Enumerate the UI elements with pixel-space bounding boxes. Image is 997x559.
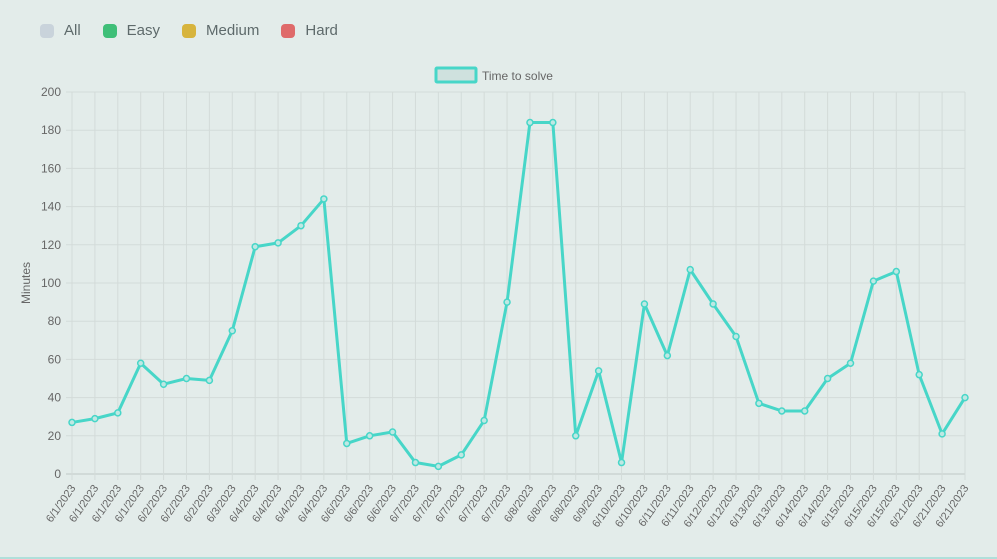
y-tick-label: 40: [48, 391, 62, 405]
data-point: [68, 418, 76, 427]
legend-label: Time to solve: [482, 69, 553, 83]
data-point: [503, 298, 511, 306]
data-point: [686, 265, 694, 274]
y-tick-label: 180: [41, 123, 61, 137]
data-point: [159, 380, 168, 388]
x-axis-ticks: 6/1/20236/1/20236/1/20236/1/20236/2/2023…: [44, 483, 971, 530]
filter-all-swatch: [40, 23, 54, 38]
y-tick-label: 160: [41, 161, 61, 175]
legend-swatch: [434, 66, 478, 84]
filter-hard-swatch: [281, 23, 296, 38]
data-point: [297, 221, 305, 230]
data-point: [892, 267, 901, 276]
data-point: [251, 242, 259, 251]
data-point: [91, 414, 99, 423]
data-point: [732, 332, 740, 341]
filter-medium-label: Medium: [206, 22, 260, 39]
data-point: [778, 407, 786, 415]
data-point: [411, 458, 420, 467]
filter-easy[interactable]: Easy: [102, 22, 161, 39]
filter-medium[interactable]: Medium: [182, 22, 259, 39]
y-tick-label: 140: [41, 200, 61, 214]
data-point: [961, 393, 969, 402]
y-axis-ticks: 0 20 40 60 80 100 120 140 160 180 200: [41, 85, 61, 481]
data-point: [526, 118, 534, 127]
data-point: [938, 430, 946, 438]
data-point: [571, 432, 580, 440]
data-point: [274, 239, 282, 247]
data-point: [114, 409, 122, 417]
y-tick-label: 80: [48, 314, 62, 328]
data-point: [205, 376, 214, 385]
filter-hard-label: Hard: [305, 22, 338, 39]
y-tick-label: 60: [48, 352, 62, 366]
filter-hard[interactable]: Hard: [281, 22, 338, 39]
y-tick-label: 0: [54, 467, 61, 481]
data-point: [320, 195, 328, 203]
data-point: [434, 462, 443, 471]
data-point: [136, 359, 145, 367]
data-point: [365, 432, 374, 440]
data-point: [915, 370, 923, 379]
data-point: [755, 399, 763, 408]
data-point: [480, 416, 488, 425]
y-tick-label: 120: [41, 238, 61, 252]
chart-grid: [66, 91, 966, 480]
difficulty-filter-bar: All Easy Medium Hard: [40, 22, 338, 39]
y-tick-label: 20: [48, 429, 62, 443]
y-tick-label: 100: [41, 276, 61, 290]
data-point: [228, 327, 237, 335]
data-point: [594, 367, 603, 375]
data-point: [640, 300, 649, 308]
y-tick-label: 200: [41, 85, 61, 99]
filter-all[interactable]: All: [40, 22, 81, 39]
filter-medium-swatch: [182, 23, 197, 38]
filter-all-label: All: [64, 22, 81, 39]
data-point: [182, 374, 191, 383]
data-point: [549, 118, 557, 127]
data-point: [846, 359, 855, 367]
bottom-accent-line: [0, 557, 997, 559]
data-points: [68, 118, 969, 471]
series-line: [71, 121, 967, 468]
data-point: [457, 451, 466, 459]
data-point: [869, 277, 878, 285]
data-point: [823, 374, 832, 383]
y-axis-label: Minutes: [19, 262, 33, 304]
filter-easy-label: Easy: [126, 22, 161, 39]
chart-legend[interactable]: Time to solve: [434, 66, 553, 84]
data-point: [709, 300, 717, 308]
filter-easy-swatch: [102, 23, 117, 38]
data-point: [388, 428, 397, 436]
data-point: [800, 407, 809, 415]
data-point: [617, 458, 626, 467]
data-point: [343, 439, 351, 448]
data-point: [663, 351, 672, 360]
